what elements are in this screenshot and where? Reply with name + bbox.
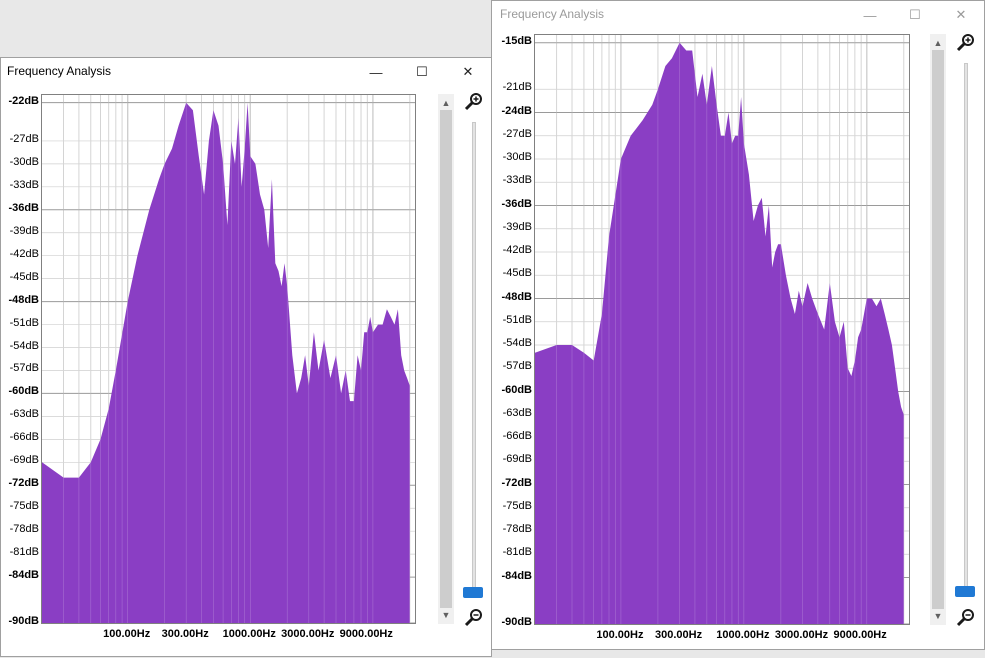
y-axis-tick-label: -66dB [502,430,532,442]
y-axis-tick-label: -27dB [502,127,532,140]
y-axis-tick-label: -33dB [502,174,532,187]
x-axis-tick-label: 1000.00Hz [716,629,770,641]
y-axis-tick-label: -75dB [9,500,39,513]
y-axis-tick-label: -69dB [9,454,39,467]
scroll-thumb[interactable] [440,110,452,608]
y-axis-tick-label: -36dB [8,201,39,214]
y-axis-tick-label: -30dB [9,155,39,168]
title-bar[interactable]: Frequency Analysis — ☐ ✕ [1,58,491,86]
x-axis-tick-label: 100.00Hz [103,628,151,640]
y-axis-tick-label: -57dB [9,362,39,375]
window-title: Frequency Analysis [7,64,112,78]
y-axis-tick-label: -24dB [501,104,532,117]
y-axis-tick-label: -51dB [502,313,532,326]
y-axis-tick-label: -54dB [9,339,39,352]
y-axis-tick-label: -45dB [502,267,532,280]
vertical-scrollbar[interactable]: ▲ ▼ [438,94,454,624]
y-axis-tick-label: -21dB [502,81,532,94]
close-button[interactable]: ✕ [462,64,474,79]
y-axis-tick-label: -54dB [502,337,532,349]
y-axis-tick-label: -57dB [502,360,532,373]
minimize-button[interactable]: — [369,64,383,80]
x-axis-labels: 100.00Hz 300.00Hz 1000.00Hz 3000.00Hz 9000.0… [534,629,910,649]
scroll-up-arrow[interactable]: ▲ [441,98,451,108]
y-axis-tick-label: -84dB [501,569,532,582]
maximize-button[interactable]: ☐ [909,7,921,22]
y-axis-tick-label: -42dB [9,247,39,260]
zoom-in-icon[interactable] [956,33,976,53]
y-axis-tick-label: -90dB [8,615,39,627]
window-title: Frequency Analysis [500,7,605,21]
scroll-thumb[interactable] [932,50,944,609]
zoom-slider-track[interactable] [964,63,968,593]
y-axis-tick-label: -42dB [502,244,532,256]
y-axis-tick-label: -60dB [8,385,39,398]
y-axis-tick-label: -48dB [8,293,39,306]
y-axis-tick-label: -81dB [9,546,39,559]
zoom-in-icon[interactable] [464,92,484,112]
y-axis-tick-label: -30dB [502,151,532,163]
spectrum-plot[interactable] [41,94,416,624]
x-axis-tick-label: 300.00Hz [655,629,703,641]
x-axis-tick-label: 100.00Hz [596,629,644,641]
y-axis-tick-label: -15dB [501,34,532,47]
close-button[interactable]: ✕ [955,7,967,22]
vertical-scrollbar[interactable]: ▲ ▼ [930,34,946,625]
y-axis-labels: -22dB -27dB -30dB -33dB -36dB -39dB -42dB -45dB… [1,58,41,658]
spectrum-area [535,42,904,625]
spectrum-plot[interactable] [534,34,910,625]
y-axis-tick-label: -90dB [501,616,532,628]
y-axis-tick-label: -51dB [9,316,39,329]
zoom-controls [953,31,979,631]
zoom-controls [461,90,487,630]
spectrum-area [42,102,410,623]
y-axis-tick-label: -69dB [502,453,532,466]
frequency-analysis-window-right[interactable]: Frequency Analysis — ☐ ✕ -15dB -21dB -24dB… [491,0,985,650]
y-axis-tick-label: -66dB [9,431,39,444]
zoom-out-icon[interactable] [956,608,976,628]
y-axis-tick-label: -36dB [501,197,532,210]
y-axis-tick-label: -84dB [8,569,39,582]
y-axis-tick-label: -60dB [501,383,532,396]
scroll-down-arrow[interactable]: ▼ [441,610,451,620]
x-axis-tick-label: 300.00Hz [161,628,209,640]
x-axis-tick-label: 9000.00Hz [339,628,393,640]
scroll-up-arrow[interactable]: ▲ [933,38,943,48]
y-axis-tick-label: -63dB [502,406,532,419]
spectrum-chart [535,35,909,625]
spectrum-chart [42,95,415,624]
zoom-slider-thumb[interactable] [463,587,483,598]
y-axis-tick-label: -45dB [9,270,39,283]
x-axis-tick-label: 3000.00Hz [774,629,829,641]
y-axis-tick-label: -72dB [501,476,532,489]
y-axis-tick-label: -33dB [9,178,39,191]
y-axis-tick-label: -48dB [501,290,532,303]
y-axis-tick-label: -72dB [8,477,39,490]
maximize-button[interactable]: ☐ [416,64,428,79]
x-axis-tick-label: 9000.00Hz [833,629,887,641]
y-axis-tick-label: -75dB [502,499,532,512]
y-axis-tick-label: -78dB [9,523,39,536]
zoom-out-icon[interactable] [464,608,484,628]
x-axis-tick-label: 1000.00Hz [222,628,276,640]
minimize-button[interactable]: — [863,7,877,23]
y-axis-tick-label: -81dB [502,546,532,559]
zoom-slider-track[interactable] [472,122,476,592]
scroll-down-arrow[interactable]: ▼ [933,611,943,621]
y-axis-tick-label: -27dB [9,132,39,145]
y-axis-tick-label: -39dB [502,220,532,233]
x-axis-tick-label: 3000.00Hz [281,628,335,640]
zoom-slider-thumb[interactable] [955,586,975,597]
y-axis-tick-label: -22dB [8,94,39,107]
y-axis-labels: -15dB -21dB -24dB -27dB -30dB -33dB -36dB -39dB… [492,1,534,651]
y-axis-tick-label: -63dB [9,408,39,421]
title-bar[interactable]: Frequency Analysis — ☐ ✕ [492,1,984,29]
frequency-analysis-window-left[interactable]: Frequency Analysis — ☐ ✕ -22dB -27dB -30dB… [0,57,492,657]
y-axis-tick-label: -78dB [502,523,532,535]
x-axis-labels: 100.00Hz 300.00Hz 1000.00Hz 3000.00Hz 9000.0… [41,628,416,648]
y-axis-tick-label: -39dB [9,224,39,237]
